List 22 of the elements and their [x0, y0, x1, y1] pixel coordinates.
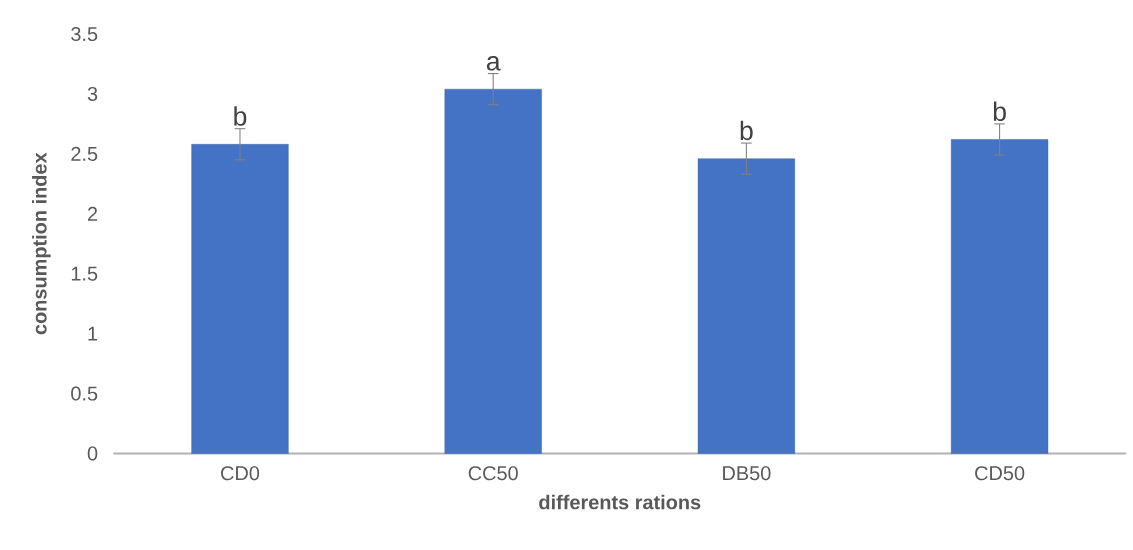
y-axis-title: consumption index	[32, 152, 51, 335]
y-tick-label: 1	[88, 326, 98, 341]
annotation: b	[740, 120, 753, 141]
y-tick-label: 1.5	[71, 266, 98, 281]
x-tick-label: DB50	[723, 466, 771, 481]
bar	[697, 158, 795, 454]
x-tick-label: CD0	[221, 466, 260, 481]
y-tick-label: 2	[87, 206, 98, 221]
bar	[444, 89, 542, 454]
y-tick-label: 0	[87, 446, 98, 461]
y-tick-label: 2.5	[71, 146, 98, 161]
annotation: b	[234, 106, 247, 126]
x-axis-title: differents rations	[539, 494, 701, 510]
y-tick-label: 3.5	[71, 27, 98, 42]
annotation: a	[486, 56, 501, 71]
x-tick-label: CD50	[975, 466, 1025, 481]
bar	[951, 139, 1049, 454]
y-tick-label: 3	[87, 86, 98, 102]
x-tick-label: CC50	[468, 466, 518, 481]
bar	[191, 144, 289, 454]
y-tick-label: 0.5	[71, 386, 98, 401]
annotation: b	[993, 101, 1006, 122]
